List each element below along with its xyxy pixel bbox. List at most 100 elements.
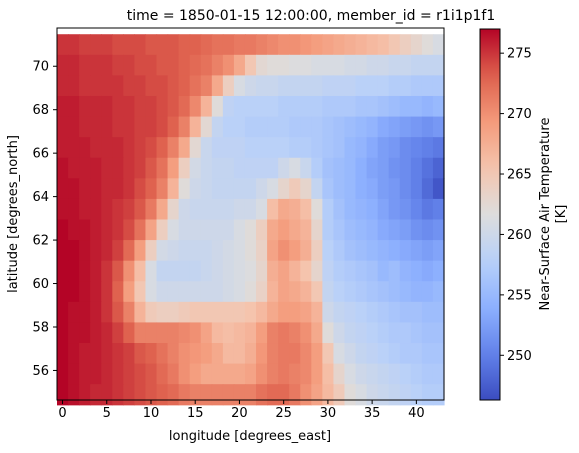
heatmap-cell	[123, 281, 135, 303]
heatmap-cell	[311, 281, 323, 303]
colorbar-ticks: 250 255 260 265 270 275	[500, 47, 532, 364]
heatmap-cell	[90, 116, 102, 138]
heatmap-cell	[421, 178, 434, 200]
heatmap-cell	[189, 322, 202, 344]
heatmap-cell	[200, 322, 213, 344]
heatmap-cell	[145, 116, 158, 138]
heatmap-cell	[355, 384, 368, 406]
heatmap-cell	[68, 260, 80, 282]
heatmap-cell	[399, 137, 412, 159]
heatmap-cell	[244, 219, 257, 241]
heatmap-cell	[156, 116, 169, 138]
heatmap-cell	[222, 198, 235, 221]
heatmap-cell	[300, 116, 312, 138]
heatmap-cell	[123, 363, 135, 385]
heatmap-cell	[432, 363, 445, 385]
heatmap-cell	[112, 157, 124, 179]
heatmap-cell	[366, 384, 379, 406]
heatmap-cell	[399, 75, 412, 97]
heatmap-cell	[233, 116, 246, 138]
heatmap-cell	[68, 281, 80, 303]
heatmap-cell	[267, 137, 279, 159]
heatmap-cell	[156, 137, 169, 159]
heatmap-cell	[178, 157, 191, 179]
heatmap-cell	[90, 343, 102, 365]
heatmap-cell	[333, 301, 346, 324]
heatmap-cell	[256, 178, 268, 200]
heatmap-cell	[410, 95, 423, 118]
heatmap-cell	[256, 198, 268, 221]
heatmap-cell	[90, 322, 102, 344]
heatmap-cell	[366, 157, 379, 179]
heatmap-cell	[421, 260, 434, 282]
heatmap-cell	[300, 322, 312, 344]
heatmap-cell	[410, 322, 423, 344]
heatmap-cell	[399, 178, 412, 200]
heatmap-cell	[333, 116, 346, 138]
heatmap-cell	[355, 260, 368, 282]
heatmap-cell	[156, 240, 169, 262]
heatmap-cell	[101, 54, 113, 76]
heatmap-cell	[134, 137, 147, 159]
heatmap-cell	[267, 281, 279, 303]
heatmap-cell	[333, 384, 346, 406]
heatmap-cell	[399, 116, 412, 138]
heatmap-cell	[57, 34, 69, 56]
heatmap-cell	[167, 301, 180, 324]
heatmap-cell	[145, 54, 158, 76]
heatmap-cell	[167, 137, 180, 159]
heatmap-cell	[134, 95, 147, 118]
heatmap-cell	[189, 384, 202, 406]
heatmap-cell	[189, 219, 202, 241]
heatmap-cell	[101, 281, 113, 303]
heatmap-cell	[267, 301, 279, 324]
heatmap-cell	[68, 95, 80, 118]
heatmap-cell	[410, 363, 423, 385]
heatmap-cell	[432, 75, 445, 97]
heatmap-cell	[200, 198, 213, 221]
heatmap-cell	[256, 75, 268, 97]
heatmap-cell	[355, 95, 368, 118]
heatmap-cell	[311, 363, 323, 385]
heatmap-cell	[366, 178, 379, 200]
heatmap-cell	[156, 54, 169, 76]
heatmap-cell	[233, 219, 246, 241]
heatmap-cell	[410, 343, 423, 365]
heatmap-cell	[432, 219, 445, 241]
heatmap-cell	[178, 260, 191, 282]
heatmap-cell	[399, 54, 412, 76]
heatmap-cell	[211, 281, 224, 303]
heatmap-cell	[222, 75, 235, 97]
heatmap-cell	[432, 198, 445, 221]
heatmap-cell	[156, 343, 169, 365]
heatmap-cell	[178, 281, 191, 303]
heatmap-cell	[145, 219, 158, 241]
heatmap-cell	[134, 301, 147, 324]
heatmap-cell	[278, 34, 290, 56]
heatmap-cell	[68, 219, 80, 241]
heatmap-cell	[101, 363, 113, 385]
heatmap-cell	[355, 34, 368, 56]
heatmap-cell	[68, 116, 80, 138]
heatmap-cell	[244, 384, 257, 406]
heatmap-cell	[123, 75, 135, 97]
heatmap-cell	[311, 178, 323, 200]
heatmap-cell	[432, 34, 445, 56]
heatmap-cell	[222, 178, 235, 200]
heatmap-cell	[211, 137, 224, 159]
heatmap-cell	[333, 363, 346, 385]
heatmap-cell	[322, 178, 335, 200]
heatmap-cell	[267, 95, 279, 118]
heatmap-cell	[421, 75, 434, 97]
heatmap-cell	[68, 198, 80, 221]
heatmap-cell	[79, 75, 91, 97]
heatmap-cell	[300, 363, 312, 385]
heatmap-cell	[267, 157, 279, 179]
heatmap-cell	[189, 301, 202, 324]
heatmap-cell	[123, 301, 135, 324]
heatmap-cell	[399, 301, 412, 324]
heatmap-cell	[421, 137, 434, 159]
heatmap-cell	[333, 219, 346, 241]
heatmap-cell	[344, 219, 357, 241]
heatmap-cell	[289, 322, 301, 344]
